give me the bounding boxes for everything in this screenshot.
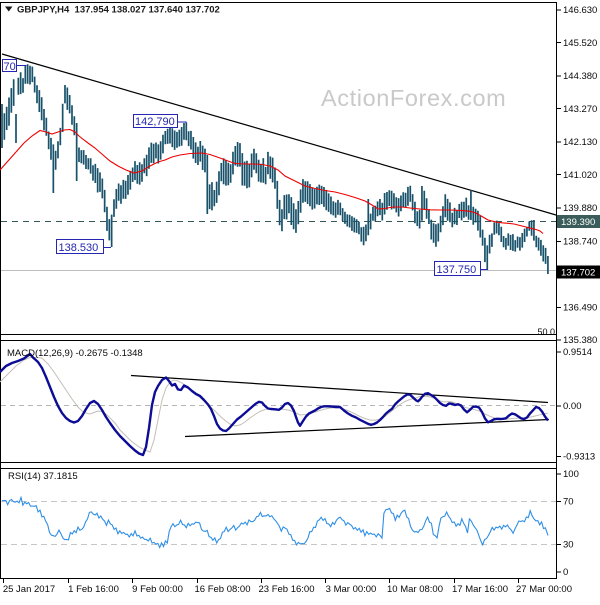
svg-text:146.630: 146.630	[563, 5, 597, 16]
svg-text:139.390: 139.390	[561, 217, 595, 228]
svg-text:138.740: 138.740	[563, 237, 597, 248]
svg-text:144.380: 144.380	[563, 71, 597, 82]
svg-text:142.130: 142.130	[563, 137, 597, 148]
svg-text:16 Feb 08:00: 16 Feb 08:00	[195, 584, 251, 595]
svg-text:138.530: 138.530	[59, 242, 99, 254]
svg-text:145.520: 145.520	[563, 38, 597, 49]
svg-text:RSI(14) 37.1815: RSI(14) 37.1815	[8, 471, 78, 482]
svg-text:25 Jan 2017: 25 Jan 2017	[3, 584, 55, 595]
svg-text:MACD(12,26,9) -0.2675 -0.1348: MACD(12,26,9) -0.2675 -0.1348	[7, 348, 143, 359]
svg-text:137.750: 137.750	[437, 264, 477, 276]
svg-text:143.270: 143.270	[563, 104, 597, 115]
svg-text:70: 70	[4, 61, 16, 73]
svg-text:3 Mar 00:00: 3 Mar 00:00	[326, 584, 377, 595]
svg-text:139.880: 139.880	[563, 203, 597, 214]
svg-text:9 Feb 00:00: 9 Feb 00:00	[132, 584, 183, 595]
svg-text:137.702: 137.702	[561, 268, 595, 279]
svg-text:ActionForex.com: ActionForex.com	[321, 85, 506, 111]
svg-text:GBPJPY,H4 137.954 138.027 137: GBPJPY,H4 137.954 138.027 137.640 137.70…	[17, 5, 220, 16]
svg-text:0: 0	[563, 567, 568, 578]
svg-text:17 Mar 16:00: 17 Mar 16:00	[452, 584, 508, 595]
svg-text:135.380: 135.380	[563, 335, 597, 346]
svg-text:136.490: 136.490	[563, 303, 597, 314]
svg-text:23 Feb 16:00: 23 Feb 16:00	[259, 584, 315, 595]
svg-text:-0.9313: -0.9313	[563, 452, 595, 463]
svg-text:0.00: 0.00	[563, 401, 582, 412]
svg-text:0.9514: 0.9514	[563, 347, 592, 358]
svg-text:30: 30	[563, 540, 574, 551]
svg-text:100: 100	[563, 469, 579, 480]
svg-text:70: 70	[563, 497, 574, 508]
svg-text:142,790: 142,790	[135, 116, 175, 128]
svg-text:27 Mar 00:00: 27 Mar 00:00	[516, 584, 572, 595]
svg-text:1 Feb 16:00: 1 Feb 16:00	[68, 584, 119, 595]
svg-text:50.0: 50.0	[537, 327, 555, 337]
svg-text:10 Mar 08:00: 10 Mar 08:00	[387, 584, 443, 595]
svg-text:141.020: 141.020	[563, 170, 597, 181]
